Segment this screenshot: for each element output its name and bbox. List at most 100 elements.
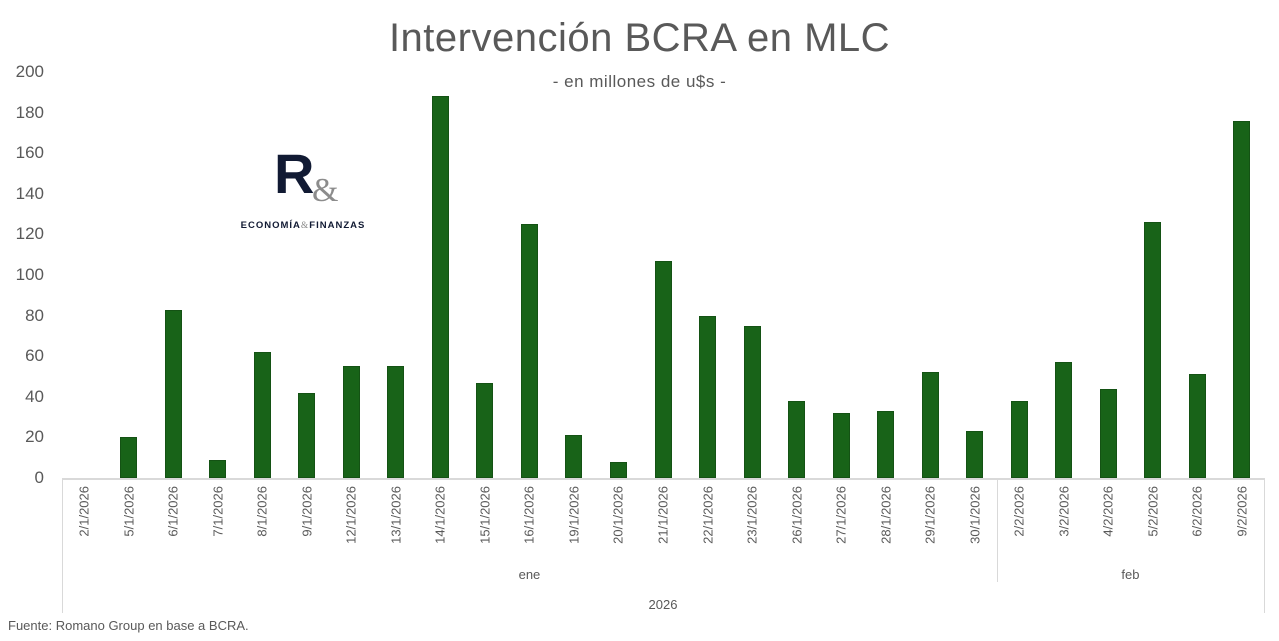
y-tick-label: 20	[25, 427, 44, 447]
source-note: Fuente: Romano Group en base a BCRA.	[8, 618, 249, 633]
x-tick-text: 28/1/2026	[878, 486, 894, 544]
x-tick-text: 9/1/2026	[299, 486, 315, 537]
x-tick-text: 8/1/2026	[254, 486, 270, 537]
x-tick-text: 16/1/2026	[521, 486, 537, 544]
y-tick-label: 160	[15, 143, 44, 163]
bar	[877, 411, 895, 478]
bar	[1055, 362, 1073, 478]
logo-text: ECONOMÍA&FINANZAS	[238, 220, 368, 231]
x-tick-text: 6/1/2026	[165, 486, 181, 537]
bar	[609, 461, 627, 478]
bar	[520, 224, 538, 478]
x-tick-text: 2/1/2026	[76, 486, 92, 537]
bar	[431, 96, 449, 478]
bar	[832, 413, 850, 478]
x-tick-label: 12/1/2026	[341, 486, 361, 566]
y-tick-label: 140	[15, 183, 44, 203]
x-tick-label: 28/1/2026	[876, 486, 896, 566]
x-tick-text: 12/1/2026	[343, 486, 359, 544]
x-tick-text: 21/1/2026	[655, 486, 671, 544]
logo-text-left: ECONOMÍA	[240, 220, 301, 231]
bar	[565, 435, 583, 478]
x-tick-label: 4/2/2026	[1098, 486, 1118, 566]
x-tick-label: 19/1/2026	[564, 486, 584, 566]
bar	[1188, 374, 1206, 478]
bar	[966, 431, 984, 478]
x-axis-line	[62, 478, 1264, 480]
plot-area	[62, 72, 1264, 478]
x-tick-label: 6/2/2026	[1187, 486, 1207, 566]
y-tick-label: 180	[15, 102, 44, 122]
x-tick-label: 29/1/2026	[920, 486, 940, 566]
month-group-label: feb	[1121, 567, 1140, 582]
bar	[743, 325, 761, 478]
bar	[1233, 120, 1251, 478]
x-tick-text: 30/1/2026	[967, 486, 983, 544]
x-tick-text: 7/1/2026	[210, 486, 226, 537]
y-tick-label: 60	[25, 346, 44, 366]
x-tick-text: 14/1/2026	[432, 486, 448, 544]
year-group-label: 2026	[648, 597, 678, 612]
group-divider	[1264, 478, 1265, 613]
x-tick-text: 5/2/2026	[1145, 486, 1161, 537]
x-tick-label: 20/1/2026	[608, 486, 628, 566]
y-tick-label: 200	[15, 62, 44, 81]
y-tick-label: 0	[34, 468, 44, 487]
x-tick-label: 2/1/2026	[74, 486, 94, 566]
bar	[164, 309, 182, 478]
bar	[209, 459, 227, 478]
bar	[921, 372, 939, 478]
logo-ampersand: &	[312, 172, 339, 209]
x-tick-text: 23/1/2026	[744, 486, 760, 544]
bar	[476, 382, 494, 478]
x-tick-text: 4/2/2026	[1100, 486, 1116, 537]
x-tick-label: 6/1/2026	[163, 486, 183, 566]
x-tick-label: 21/1/2026	[653, 486, 673, 566]
x-tick-text: 2/2/2026	[1011, 486, 1027, 537]
x-tick-text: 29/1/2026	[922, 486, 938, 544]
chart-title: Intervención BCRA en MLC	[388, 16, 891, 60]
logo-text-right: FINANZAS	[309, 220, 366, 231]
x-tick-label: 26/1/2026	[787, 486, 807, 566]
x-tick-label: 8/1/2026	[252, 486, 272, 566]
y-tick-label: 80	[25, 305, 44, 325]
bar	[253, 352, 271, 478]
x-tick-text: 27/1/2026	[833, 486, 849, 544]
x-tick-label: 30/1/2026	[965, 486, 985, 566]
x-tick-label: 7/1/2026	[208, 486, 228, 566]
x-tick-label: 9/1/2026	[297, 486, 317, 566]
x-tick-text: 20/1/2026	[610, 486, 626, 544]
month-group-label: ene	[518, 567, 541, 582]
x-tick-label: 15/1/2026	[475, 486, 495, 566]
x-tick-text: 26/1/2026	[789, 486, 805, 544]
y-tick-label: 40	[25, 386, 44, 406]
x-tick-label: 23/1/2026	[742, 486, 762, 566]
x-tick-text: 22/1/2026	[700, 486, 716, 544]
x-tick-label: 16/1/2026	[519, 486, 539, 566]
x-tick-text: 9/2/2026	[1234, 486, 1250, 537]
bar	[387, 366, 405, 478]
x-tick-label: 5/2/2026	[1143, 486, 1163, 566]
x-tick-text: 5/1/2026	[121, 486, 137, 537]
group-divider	[996, 478, 998, 582]
x-tick-label: 9/2/2026	[1232, 486, 1252, 566]
y-tick-label: 100	[15, 265, 44, 284]
logo: R & ECONOMÍA&FINANZAS	[238, 146, 368, 236]
x-tick-label: 5/1/2026	[119, 486, 139, 566]
bar	[654, 260, 672, 478]
x-tick-text: 19/1/2026	[566, 486, 582, 544]
x-tick-text: 15/1/2026	[477, 486, 493, 544]
x-tick-label: 14/1/2026	[430, 486, 450, 566]
logo-text-sep: &	[300, 221, 310, 231]
x-tick-text: 13/1/2026	[388, 486, 404, 544]
logo-r-mark: R	[274, 142, 315, 205]
bar	[788, 400, 806, 478]
bar	[1099, 388, 1117, 478]
x-tick-text: 3/2/2026	[1056, 486, 1072, 537]
group-divider	[62, 478, 63, 613]
bar	[1010, 400, 1028, 478]
x-tick-label: 22/1/2026	[698, 486, 718, 566]
x-tick-text: 6/2/2026	[1189, 486, 1205, 537]
x-tick-label: 2/2/2026	[1009, 486, 1029, 566]
y-tick-label: 120	[15, 224, 44, 244]
